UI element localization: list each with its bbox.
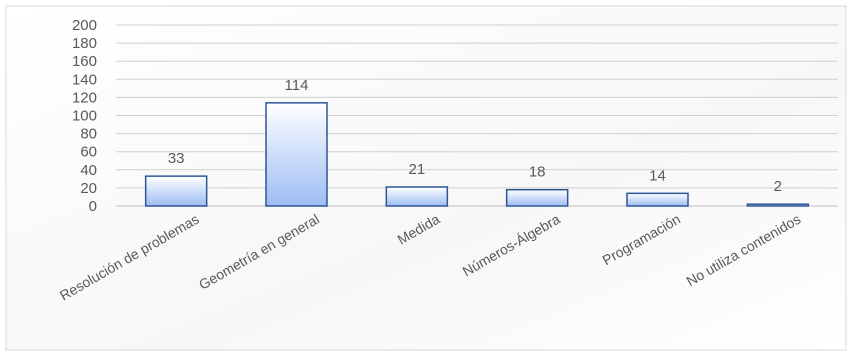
y-tick-label: 0: [89, 198, 97, 215]
y-tick-label: 60: [80, 144, 97, 161]
data-label: 21: [408, 161, 425, 178]
y-tick-label: 100: [72, 108, 97, 125]
data-label: 114: [285, 77, 309, 94]
bar: [746, 203, 810, 207]
bar: [265, 102, 328, 207]
chart-background: [5, 5, 847, 351]
bar: [144, 175, 208, 207]
y-tick-label: 80: [80, 126, 97, 143]
y-tick-label: 120: [72, 89, 97, 106]
y-tick-label: 20: [80, 180, 97, 197]
bars: [144, 102, 810, 207]
data-labels: 33 114 21 18 14 2: [168, 77, 782, 195]
y-tick-label: 180: [72, 35, 97, 52]
y-tick-label: 140: [72, 71, 97, 88]
data-label: 2: [774, 178, 782, 195]
y-tick-label: 200: [72, 17, 97, 34]
bar: [505, 188, 569, 207]
y-tick-label: 40: [80, 162, 97, 179]
data-label: 14: [649, 167, 666, 184]
data-label: 18: [529, 164, 546, 181]
bar: [385, 186, 449, 207]
y-tick-label: 160: [72, 53, 97, 70]
gridlines: [116, 24, 838, 207]
bar: [626, 192, 689, 207]
data-label: 33: [168, 150, 185, 167]
